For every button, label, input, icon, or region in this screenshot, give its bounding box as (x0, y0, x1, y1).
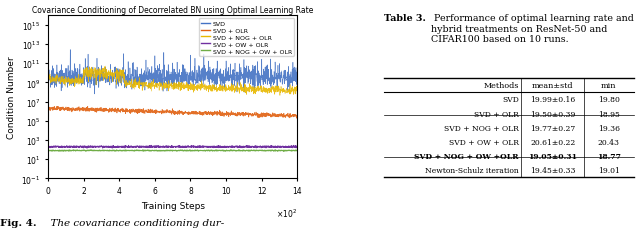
Text: SVD: SVD (502, 96, 519, 104)
Legend: SVD, SVD + OLR, SVD + NOG + OLR, SVD + OW + OLR, SVD + NOG + OW + OLR: SVD, SVD + OLR, SVD + NOG + OLR, SVD + O… (198, 19, 294, 57)
Text: 19.77±0.27: 19.77±0.27 (530, 124, 575, 132)
Text: mean±std: mean±std (532, 82, 573, 90)
Text: SVD + OW + OLR: SVD + OW + OLR (449, 139, 519, 146)
Text: 19.50±0.39: 19.50±0.39 (530, 110, 575, 118)
Text: Table 3.: Table 3. (385, 14, 426, 23)
Text: 19.05±0.31: 19.05±0.31 (528, 153, 577, 161)
Title: Covariance Conditioning of Decorrelated BN using Optimal Learning Rate: Covariance Conditioning of Decorrelated … (32, 6, 314, 15)
Text: min: min (601, 82, 616, 90)
Text: 20.43: 20.43 (598, 139, 620, 146)
Text: SVD + NOG + OW +OLR: SVD + NOG + OW +OLR (415, 153, 519, 161)
Text: 19.36: 19.36 (598, 124, 620, 132)
Text: Methods: Methods (484, 82, 519, 90)
Text: SVD + NOG + OLR: SVD + NOG + OLR (444, 124, 519, 132)
Text: SVD + OLR: SVD + OLR (474, 110, 519, 118)
Text: 19.99±0.16: 19.99±0.16 (530, 96, 575, 104)
X-axis label: Training Steps: Training Steps (141, 201, 205, 210)
Text: 19.80: 19.80 (598, 96, 620, 104)
Text: Fig. 4.: Fig. 4. (0, 218, 36, 227)
Text: 19.45±0.33: 19.45±0.33 (530, 167, 575, 175)
Text: 20.61±0.22: 20.61±0.22 (530, 139, 575, 146)
Text: 18.77: 18.77 (596, 153, 621, 161)
Y-axis label: Condition Number: Condition Number (6, 56, 15, 139)
Text: The covariance conditioning dur-: The covariance conditioning dur- (44, 218, 224, 227)
Text: Newton-Schulz iteration: Newton-Schulz iteration (425, 167, 519, 175)
Text: 19.01: 19.01 (598, 167, 620, 175)
Text: $\times10^{2}$: $\times10^{2}$ (276, 206, 297, 219)
Text: Performance of optimal learning rate and hybrid treatments on ResNet-50 and CIFA: Performance of optimal learning rate and… (431, 14, 634, 44)
Text: 18.95: 18.95 (598, 110, 620, 118)
